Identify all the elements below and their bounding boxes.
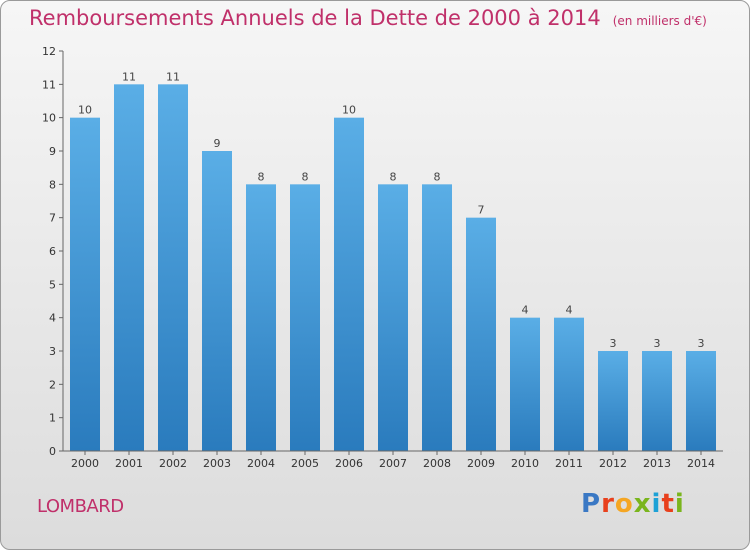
x-tick-label: 2006 — [335, 457, 363, 470]
bar-2007 — [378, 184, 408, 452]
logo-letter: t — [661, 489, 675, 519]
logo-letter: i — [651, 489, 662, 519]
y-tick-label: 8 — [49, 178, 56, 191]
x-tick-label: 2013 — [643, 457, 671, 470]
data-label: 11 — [122, 70, 136, 83]
proxiti-logo: Proxiti — [581, 489, 685, 519]
bar-2009 — [466, 217, 496, 451]
data-label: 7 — [478, 204, 485, 217]
y-tick-label: 2 — [49, 378, 56, 391]
chart-title: Remboursements Annuels de la Dette de 20… — [29, 6, 601, 30]
y-tick-label: 11 — [42, 78, 56, 91]
y-tick-label: 10 — [42, 112, 56, 125]
data-label: 8 — [302, 170, 309, 183]
y-tick-label: 12 — [42, 45, 56, 58]
x-tick-label: 2000 — [71, 457, 99, 470]
bar-2006 — [334, 117, 364, 452]
data-label: 8 — [390, 170, 397, 183]
x-tick-label: 2012 — [599, 457, 627, 470]
data-label: 3 — [698, 337, 705, 350]
bar-2014 — [686, 351, 716, 451]
x-tick-label: 2014 — [687, 457, 715, 470]
y-tick-label: 5 — [49, 278, 56, 291]
x-tick-label: 2002 — [159, 457, 187, 470]
bar-2002 — [158, 84, 188, 451]
y-tick-label: 0 — [49, 445, 56, 458]
data-label: 4 — [522, 304, 529, 317]
data-label: 10 — [342, 104, 356, 117]
y-tick-label: 9 — [49, 145, 56, 158]
y-tick-label: 3 — [49, 345, 56, 358]
bars-group — [70, 84, 716, 452]
x-tick-label: 2011 — [555, 457, 583, 470]
y-tick-label: 7 — [49, 212, 56, 225]
data-label: 4 — [566, 304, 573, 317]
data-label: 8 — [434, 170, 441, 183]
x-tick-label: 2001 — [115, 457, 143, 470]
bar-2001 — [114, 84, 144, 451]
x-tick-label: 2004 — [247, 457, 275, 470]
bar-2000 — [70, 117, 100, 452]
logo-letter: x — [633, 489, 652, 519]
bar-2013 — [642, 351, 672, 451]
bar-2005 — [290, 184, 320, 452]
data-label: 10 — [78, 104, 92, 117]
y-tick-label: 6 — [49, 245, 56, 258]
x-tick-label: 2009 — [467, 457, 495, 470]
data-label: 9 — [214, 137, 221, 150]
y-tick-label: 4 — [49, 312, 56, 325]
x-tick-label: 2010 — [511, 457, 539, 470]
logo-letter: o — [614, 489, 634, 519]
x-tick-label: 2003 — [203, 457, 231, 470]
logo-letter: P — [581, 489, 602, 519]
x-tick-label: 2005 — [291, 457, 319, 470]
bar-2011 — [554, 317, 584, 451]
data-label: 11 — [166, 70, 180, 83]
bar-2004 — [246, 184, 276, 452]
commune-name: LOMBARD — [37, 496, 124, 517]
data-label: 8 — [258, 170, 265, 183]
logo-letter: r — [601, 489, 615, 519]
data-label: 3 — [610, 337, 617, 350]
axes-group — [59, 50, 723, 455]
chart-title-block: Remboursements Annuels de la Dette de 20… — [29, 6, 707, 30]
bar-2003 — [202, 151, 232, 451]
logo-letter: i — [674, 489, 685, 519]
labels-group: 1020001120011120029200382004820051020068… — [42, 45, 715, 470]
bar-2008 — [422, 184, 452, 452]
bar-2012 — [598, 351, 628, 451]
y-tick-label: 1 — [49, 412, 56, 425]
x-tick-label: 2007 — [379, 457, 407, 470]
bar-2010 — [510, 317, 540, 451]
data-label: 3 — [654, 337, 661, 350]
x-tick-label: 2008 — [423, 457, 451, 470]
chart-unit: (en milliers d'€) — [612, 14, 707, 28]
